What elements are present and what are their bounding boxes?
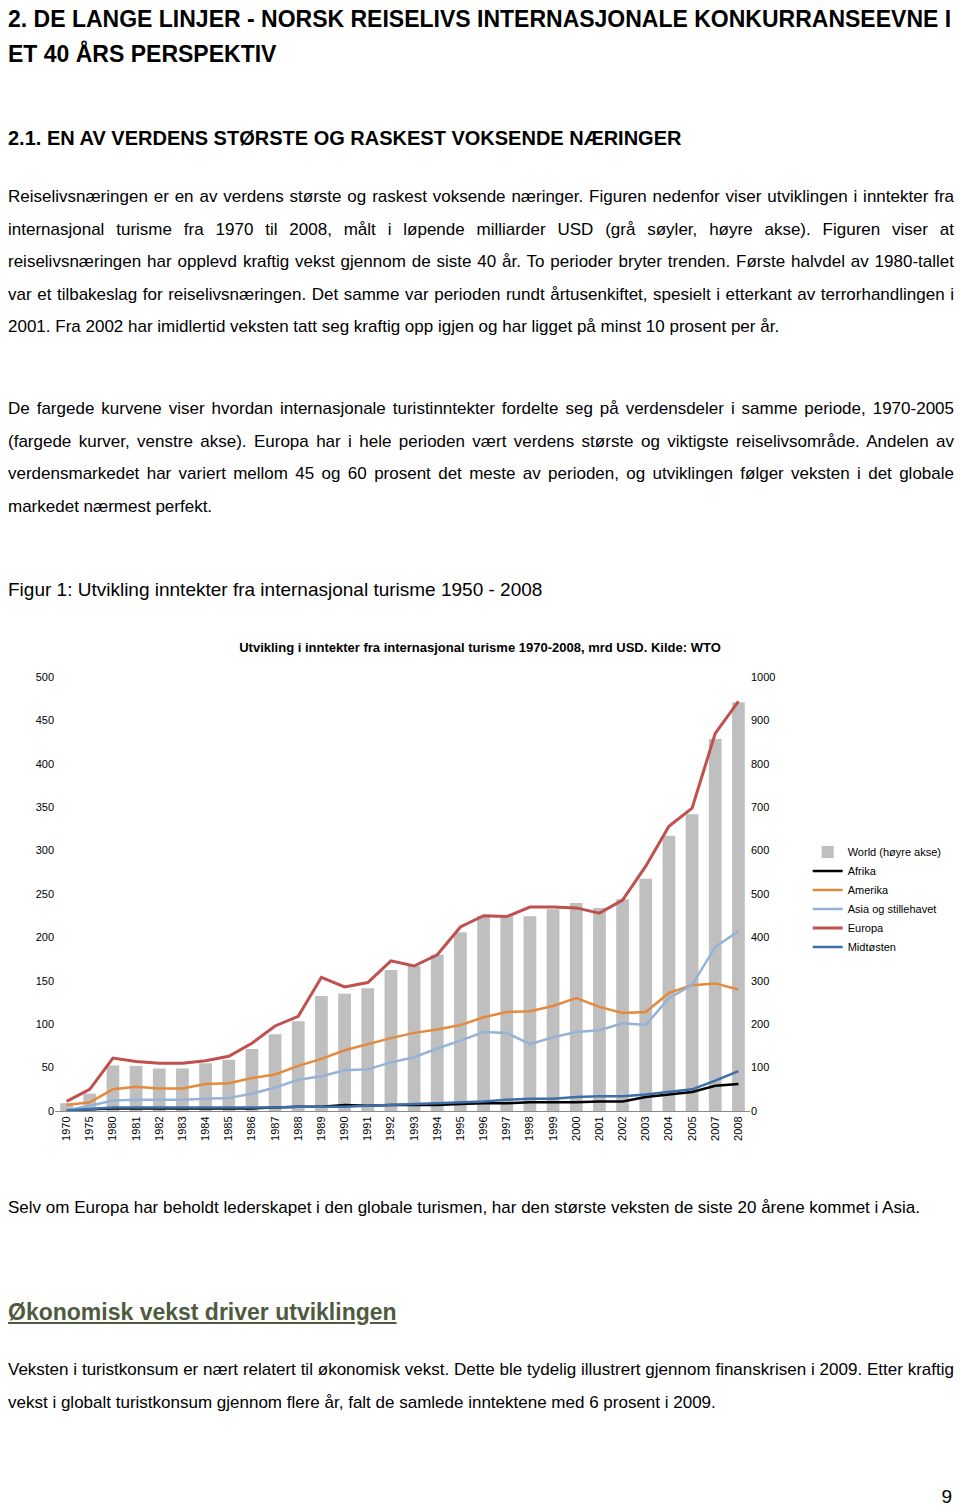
svg-text:Midtøsten: Midtøsten (848, 941, 896, 953)
svg-text:1998: 1998 (523, 1116, 535, 1140)
svg-text:2008: 2008 (732, 1116, 744, 1140)
svg-text:700: 700 (751, 801, 769, 813)
html-text:Selv om Europa har beholdt led: Selv om Europa har beholdt lederskapet i… (8, 1198, 920, 1217)
html-text:Veksten i turistkonsum er nært: Veksten i turistkonsum er nært relatert … (8, 1360, 954, 1412)
svg-text:Amerika: Amerika (848, 884, 889, 896)
svg-text:150: 150 (36, 975, 54, 987)
svg-text:2000: 2000 (570, 1116, 582, 1140)
svg-text:100: 100 (751, 1061, 769, 1073)
svg-text:1994: 1994 (431, 1116, 443, 1140)
html-text:Økonomisk vekst driver utvikli: Økonomisk vekst driver utviklingen (8, 1299, 397, 1325)
html-text:Figur 1: Utvikling inntekter f: Figur 1: Utvikling inntekter fra interna… (8, 579, 543, 600)
html-text:De fargede kurvene viser hvord: De fargede kurvene viser hvordan interna… (8, 399, 954, 516)
svg-text:500: 500 (36, 671, 54, 683)
svg-text:2003: 2003 (639, 1116, 651, 1140)
svg-text:0: 0 (48, 1105, 54, 1117)
svg-text:300: 300 (751, 975, 769, 987)
svg-text:1990: 1990 (338, 1116, 350, 1140)
svg-text:1996: 1996 (477, 1116, 489, 1140)
svg-text:1982: 1982 (153, 1116, 165, 1140)
svg-text:1997: 1997 (500, 1116, 512, 1140)
svg-text:600: 600 (751, 844, 769, 856)
svg-text:Europa: Europa (848, 922, 884, 934)
svg-text:800: 800 (751, 758, 769, 770)
svg-text:200: 200 (751, 1018, 769, 1030)
svg-text:1993: 1993 (408, 1116, 420, 1140)
svg-text:1992: 1992 (384, 1116, 396, 1140)
svg-text:450: 450 (36, 714, 54, 726)
svg-text:0: 0 (751, 1105, 757, 1117)
svg-text:2005: 2005 (686, 1116, 698, 1140)
svg-text:1991: 1991 (361, 1116, 373, 1140)
svg-text:50: 50 (42, 1061, 54, 1073)
svg-text:Afrika: Afrika (848, 865, 877, 877)
svg-text:2002: 2002 (616, 1116, 628, 1140)
svg-text:1985: 1985 (222, 1116, 234, 1140)
svg-text:1000: 1000 (751, 671, 775, 683)
svg-text:400: 400 (751, 931, 769, 943)
html-text:2. DE LANGE LINJER - NORSK REI: 2. DE LANGE LINJER - NORSK REISELIVS INT… (8, 6, 952, 67)
svg-text:900: 900 (751, 714, 769, 726)
svg-text:1980: 1980 (106, 1116, 118, 1140)
svg-text:1984: 1984 (199, 1116, 211, 1140)
svg-text:100: 100 (36, 1018, 54, 1030)
svg-text:2001: 2001 (593, 1116, 605, 1140)
svg-text:1989: 1989 (315, 1116, 327, 1140)
html-text:9: 9 (941, 1486, 952, 1507)
svg-text:500: 500 (751, 888, 769, 900)
svg-text:1970: 1970 (60, 1116, 72, 1140)
svg-text:200: 200 (36, 931, 54, 943)
svg-text:Asia og stillehavet: Asia og stillehavet (848, 903, 937, 915)
svg-text:1988: 1988 (292, 1116, 304, 1140)
svg-text:400: 400 (36, 758, 54, 770)
svg-text:2004: 2004 (662, 1116, 674, 1140)
svg-text:250: 250 (36, 888, 54, 900)
svg-text:1987: 1987 (269, 1116, 281, 1140)
svg-text:1975: 1975 (83, 1116, 95, 1140)
svg-text:1995: 1995 (454, 1116, 466, 1140)
svg-text:300: 300 (36, 844, 54, 856)
svg-text:1981: 1981 (130, 1116, 142, 1140)
svg-text:2007: 2007 (709, 1116, 721, 1140)
svg-text:Utvikling i inntekter fra inte: Utvikling i inntekter fra internasjonal … (239, 640, 721, 655)
svg-text:1986: 1986 (245, 1116, 257, 1140)
svg-text:World (høyre akse): World (høyre akse) (848, 846, 941, 858)
svg-text:350: 350 (36, 801, 54, 813)
html-text:Reiselivsnæringen er en av ver: Reiselivsnæringen er en av verdens størs… (8, 187, 954, 336)
svg-text:1999: 1999 (547, 1116, 559, 1140)
svg-text:1983: 1983 (176, 1116, 188, 1140)
html-text:2.1. EN AV VERDENS STØRSTE OG: 2.1. EN AV VERDENS STØRSTE OG RASKEST VO… (8, 127, 682, 149)
